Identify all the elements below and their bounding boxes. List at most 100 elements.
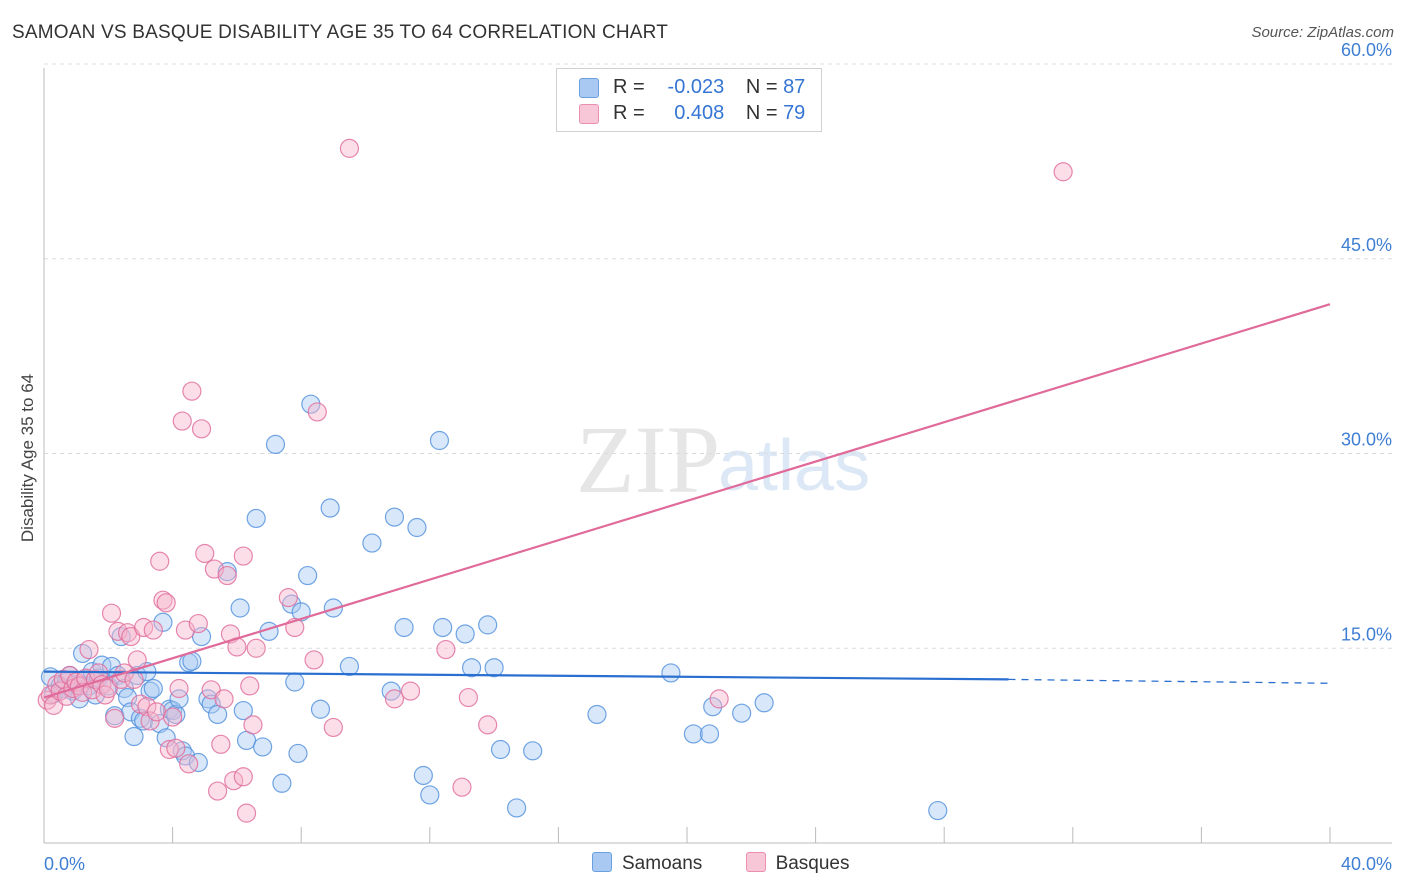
- basques-point: [323, 717, 343, 738]
- basques-point: [478, 715, 498, 735]
- basques-point: [182, 381, 202, 401]
- samoans-point: [407, 517, 427, 538]
- samoans-point: [732, 703, 752, 723]
- samoans-point: [169, 689, 189, 709]
- samoans-point: [587, 704, 607, 725]
- basques-point: [214, 689, 234, 709]
- samoans-point: [140, 681, 160, 701]
- samoans-point: [246, 508, 266, 529]
- samoans-point: [384, 507, 405, 527]
- samoans-point: [153, 612, 173, 632]
- samoans-point: [124, 726, 144, 747]
- samoans-point: [928, 800, 948, 821]
- y-tick-label: 30.0%: [1341, 430, 1392, 450]
- samoans-point: [253, 737, 273, 757]
- basques-point: [101, 603, 122, 623]
- basques-point: [172, 411, 192, 431]
- samoans-point: [320, 498, 340, 518]
- chart-title: SAMOAN VS BASQUE DISABILITY AGE 35 TO 64…: [12, 22, 669, 43]
- basques-r-value: 0.408: [674, 102, 725, 124]
- basques-point: [246, 638, 266, 658]
- samoans-r-label: R =: [613, 76, 645, 98]
- basques-point: [243, 715, 263, 735]
- samoans-point: [301, 394, 321, 414]
- basques-point: [108, 621, 128, 641]
- y-tick-label: 15.0%: [1341, 624, 1392, 644]
- samoans-swatch: [579, 77, 599, 98]
- samoans-point: [310, 699, 331, 719]
- samoans-trendline: [43, 670, 1009, 681]
- legend-item-samoans[interactable]: Samoans: [592, 852, 702, 875]
- legend-item-basques[interactable]: Basques: [745, 852, 850, 875]
- samoans-point: [507, 798, 527, 818]
- samoans-point: [523, 741, 543, 761]
- samoans-point: [188, 752, 208, 773]
- basques-point: [436, 639, 456, 660]
- basques-r-label: R =: [613, 102, 645, 124]
- basques-point: [188, 613, 208, 634]
- samoans-point: [754, 693, 774, 713]
- samoans-point: [490, 739, 511, 760]
- samoans-point: [339, 656, 360, 677]
- basques-point: [195, 543, 215, 564]
- basques-point: [400, 681, 421, 701]
- samoans-point: [683, 724, 704, 744]
- samoans-n-value: 87: [783, 76, 806, 98]
- samoans-point: [699, 724, 720, 744]
- samoans-point: [413, 765, 433, 786]
- basques-point: [224, 771, 244, 791]
- samoans-point: [298, 565, 318, 586]
- basques-point: [339, 138, 360, 158]
- basques-point: [307, 402, 327, 422]
- basques-point: [150, 551, 170, 571]
- basques-point: [304, 650, 324, 670]
- basques-point: [217, 565, 237, 586]
- samoans-point: [394, 617, 414, 638]
- legend-row-basques: R = 0.408 N = 79: [579, 102, 805, 126]
- basques-point: [384, 689, 405, 709]
- samoans-point: [201, 694, 221, 714]
- basques-point: [211, 734, 231, 754]
- basques-point: [143, 620, 163, 640]
- basques-point: [156, 593, 176, 613]
- basques-point: [153, 590, 173, 610]
- basques-point: [208, 781, 228, 801]
- watermark-atlas: atlas: [718, 426, 870, 506]
- basques-swatch: [579, 103, 599, 124]
- x-tick-label-min: 0.0%: [44, 854, 85, 874]
- samoans-legend-label: Samoans: [622, 853, 703, 874]
- basques-point: [105, 708, 125, 728]
- basques-n-label: N =: [745, 102, 778, 124]
- samoans-point: [230, 598, 250, 618]
- samoans-n-label: N =: [745, 76, 778, 98]
- y-tick-label: 60.0%: [1341, 40, 1392, 60]
- samoans-point: [288, 743, 308, 764]
- samoans-legend-swatch: [592, 852, 612, 872]
- basques-legend-swatch: [745, 852, 766, 872]
- samoans-trendline-extension: [1008, 678, 1331, 684]
- basques-point: [233, 767, 253, 787]
- watermark-zip: ZIP: [576, 406, 720, 513]
- samoans-point: [420, 785, 440, 805]
- basques-point: [1053, 162, 1073, 182]
- legend-row-samoans: R = -0.023 N = 87: [579, 76, 805, 100]
- basques-point: [79, 639, 99, 660]
- samoans-point: [143, 678, 163, 699]
- basques-point: [166, 738, 186, 758]
- stats-legend: R = -0.023 N = 87 R = 0.408 N = 79: [556, 68, 822, 132]
- samoans-point: [362, 533, 382, 553]
- samoans-point: [433, 617, 453, 638]
- samoans-point: [661, 663, 681, 683]
- samoans-point: [233, 700, 253, 721]
- samoans-point: [455, 624, 475, 644]
- basques-point: [137, 697, 157, 717]
- basques-point: [146, 702, 167, 722]
- samoans-r-value: -0.023: [667, 76, 725, 98]
- samoans-point: [461, 658, 482, 678]
- samoans-point: [478, 615, 498, 635]
- samoans-point: [166, 704, 186, 725]
- basques-point: [233, 546, 253, 566]
- basques-point: [191, 419, 212, 439]
- basques-legend-label: Basques: [775, 853, 850, 874]
